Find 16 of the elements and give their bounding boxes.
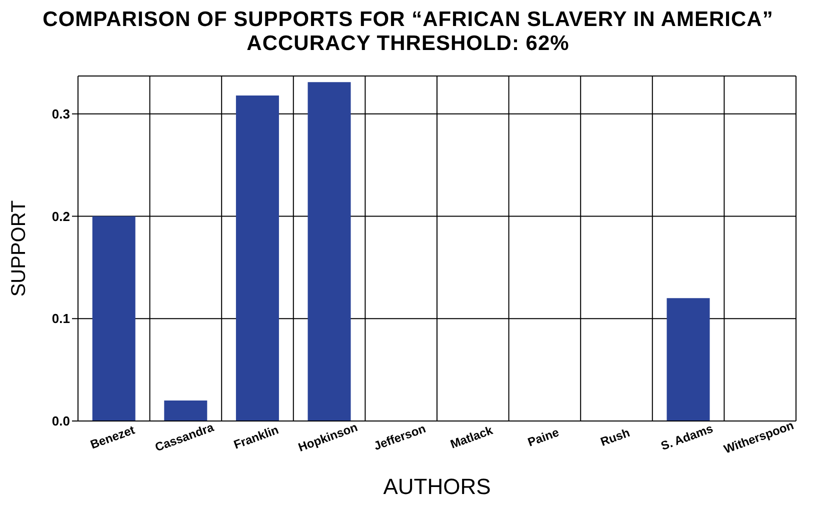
x-tick-label: Rush <box>598 426 632 449</box>
bar <box>666 298 710 421</box>
y-axis-title: SUPPORT <box>8 200 30 297</box>
y-tick-label: 0.3 <box>52 106 70 122</box>
y-tick-label: 0.0 <box>52 414 70 429</box>
bar <box>92 216 136 421</box>
y-tick-label: 0.2 <box>52 208 70 224</box>
x-axis-title: AUTHORS <box>383 474 491 499</box>
x-tick-label: S. Adams <box>659 421 716 454</box>
chart-title: COMPARISON OF SUPPORTS FOR “AFRICAN SLAVERY IN AMERICA” <box>42 8 774 32</box>
x-tick-label: Paine <box>526 425 562 450</box>
y-tick-label: 0.1 <box>52 311 70 326</box>
bar <box>164 400 208 421</box>
bar <box>308 82 351 421</box>
bar <box>236 95 279 421</box>
chart-subtitle: ACCURACY THRESHOLD: 62% <box>246 32 570 56</box>
